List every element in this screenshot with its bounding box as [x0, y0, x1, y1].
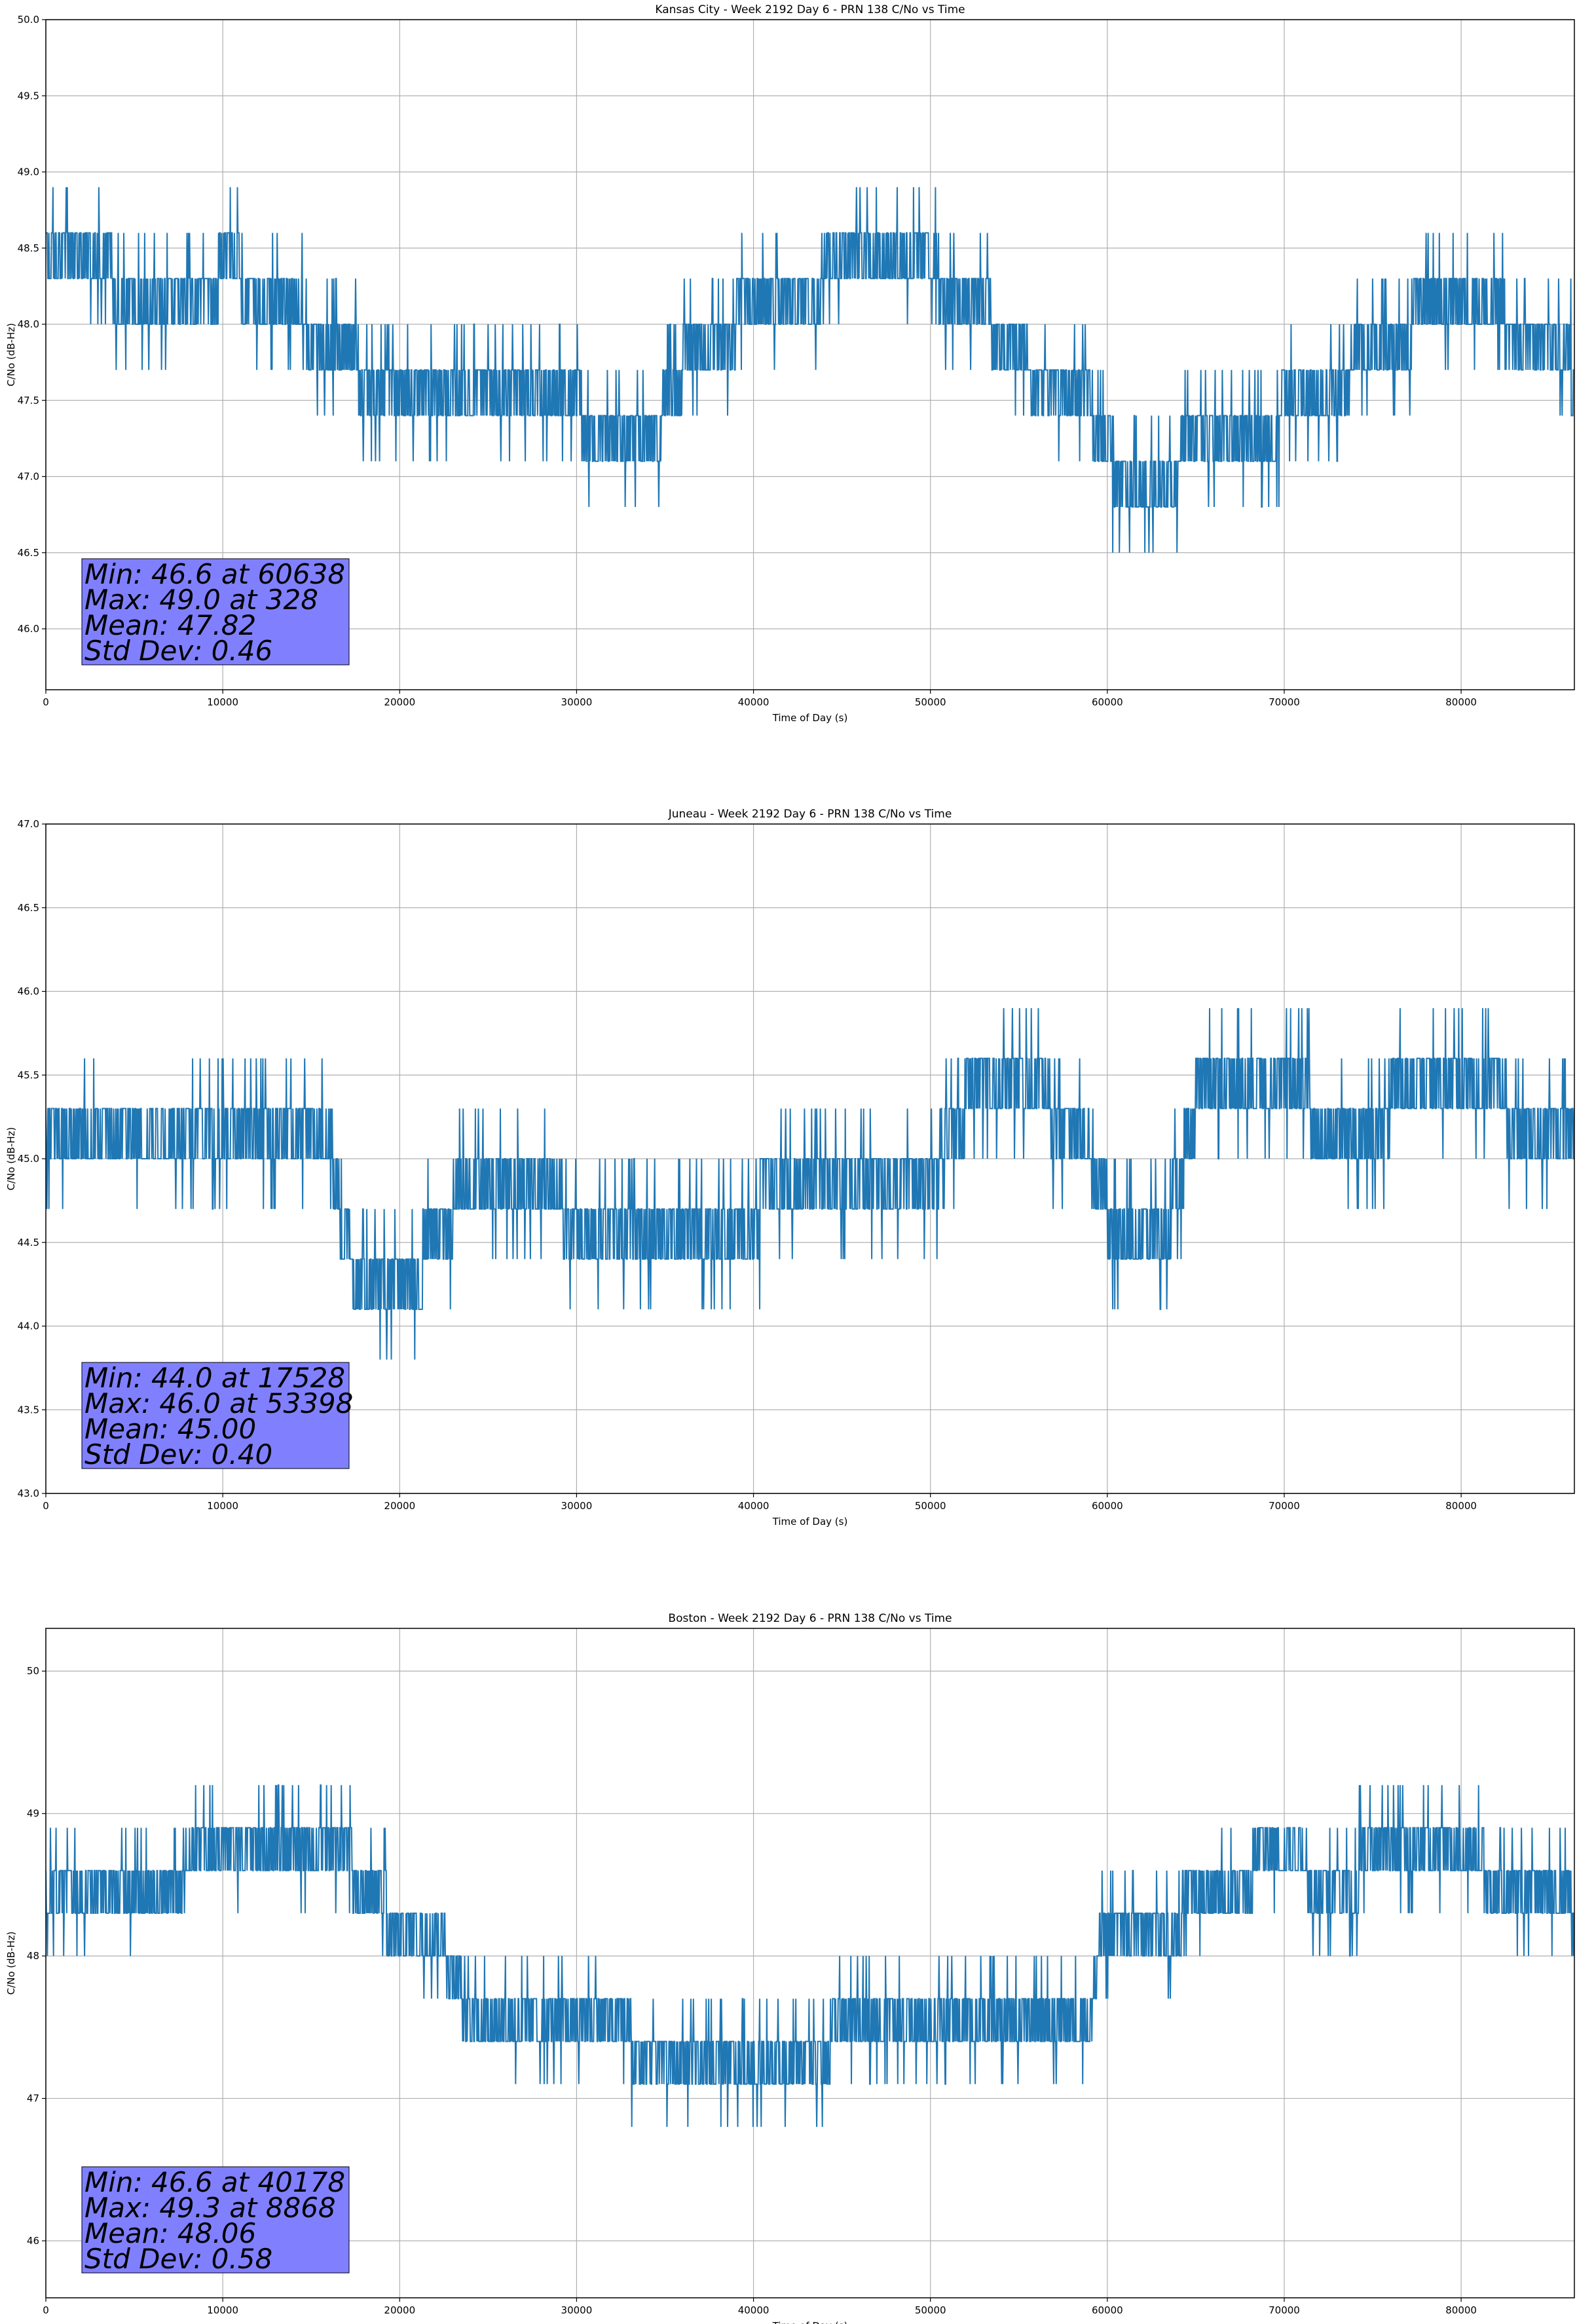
x-tick-label: 80000 [1445, 1500, 1477, 1512]
series-cno [46, 1008, 1574, 1360]
x-tick-label: 60000 [1092, 2304, 1123, 2316]
stats-std-text: Std Dev: 0.46 [84, 635, 272, 667]
y-tick-label: 46 [27, 2235, 39, 2247]
stats-max-text: Max: 49.0 at 328 [84, 584, 318, 616]
x-tick-label: 30000 [561, 696, 593, 708]
stats-mean-text: Mean: 45.00 [84, 1413, 256, 1445]
y-tick-label: 48.5 [18, 242, 39, 254]
y-axis-label: C/No (dB-Hz) [5, 323, 17, 386]
x-tick-label: 70000 [1269, 2304, 1300, 2316]
y-tick-label: 50.0 [18, 14, 39, 26]
y-tick-label: 49.0 [18, 166, 39, 178]
chart-panel-2: 0 10000 20000 30000 40000 50000 60000 70000 8000… [5, 1612, 1575, 2324]
series-line [46, 187, 1574, 553]
y-tick-label: 45.5 [18, 1069, 39, 1081]
plot-frame [45, 1628, 1575, 2298]
chart-title: Boston - Week 2192 Day 6 - PRN 138 C/No … [668, 1612, 952, 1625]
x-tick-label: 60000 [1092, 696, 1123, 708]
stats-min-text: Min: 46.6 at 40178 [84, 2166, 345, 2198]
stats-mean-text: Mean: 48.06 [84, 2217, 256, 2249]
y-tick-label: 46.5 [18, 902, 39, 914]
stats-std-text: Std Dev: 0.40 [84, 1438, 272, 1471]
x-tick-label: 70000 [1269, 1500, 1300, 1512]
x-tick-label: 0 [43, 2304, 49, 2316]
x-tick-label: 10000 [207, 2304, 238, 2316]
x-tick-label: 50000 [915, 696, 946, 708]
y-tick-label: 49 [27, 1808, 39, 1820]
y-axis-label: C/No (dB-Hz) [5, 1932, 17, 1995]
x-tick-label: 0 [43, 696, 49, 708]
x-tick-label: 0 [43, 1500, 49, 1512]
chart-title: Juneau - Week 2192 Day 6 - PRN 138 C/No … [668, 808, 952, 821]
x-tick-label: 60000 [1092, 1500, 1123, 1512]
plot-frame [45, 19, 1575, 690]
x-axis-label: Time of Day (s) [772, 712, 848, 724]
y-tick-label: 46.0 [18, 623, 39, 635]
series-line [46, 1784, 1574, 2127]
series-cno [46, 1784, 1574, 2127]
stats-std-text: Std Dev: 0.58 [84, 2243, 272, 2275]
x-tick-label: 10000 [207, 1500, 238, 1512]
stats-mean-text: Mean: 47.82 [84, 609, 256, 641]
x-tick-label: 40000 [738, 696, 770, 708]
y-tick-label: 47.0 [18, 818, 39, 830]
stats-max-text: Max: 49.3 at 8868 [84, 2192, 336, 2224]
y-tick-label: 44.5 [18, 1237, 39, 1248]
x-tick-label: 10000 [207, 696, 238, 708]
stats-min-text: Min: 46.6 at 60638 [84, 558, 345, 590]
x-tick-label: 30000 [561, 1500, 593, 1512]
x-tick-label: 50000 [915, 2304, 946, 2316]
x-tick-label: 80000 [1445, 696, 1477, 708]
y-tick-label: 49.5 [18, 90, 39, 102]
y-tick-label: 50 [27, 1665, 39, 1677]
stats-box [81, 1362, 350, 1469]
stats-box [81, 558, 350, 665]
x-tick-label: 20000 [384, 1500, 415, 1512]
x-tick-label: 80000 [1445, 2304, 1477, 2316]
y-tick-label: 46.5 [18, 547, 39, 559]
y-tick-label: 44.0 [18, 1321, 39, 1332]
y-tick-label: 47.5 [18, 394, 39, 406]
stats-box [81, 2166, 350, 2274]
x-tick-label: 20000 [384, 2304, 415, 2316]
x-axis-label: Time of Day (s) [772, 1516, 848, 1527]
stats-min-text: Min: 44.0 at 17528 [84, 1362, 345, 1394]
chart-panel-0: 0 10000 20000 30000 40000 50000 60000 70000 8000… [5, 3, 1575, 724]
y-tick-label: 48 [27, 1950, 39, 1962]
chart-panel-1: 0 10000 20000 30000 40000 50000 60000 70000 8000… [5, 808, 1575, 1527]
x-tick-label: 50000 [915, 1500, 946, 1512]
y-tick-label: 45.0 [18, 1153, 39, 1165]
y-tick-label: 47 [27, 2093, 39, 2105]
series-line [46, 1008, 1574, 1360]
y-tick-label: 46.0 [18, 986, 39, 998]
x-tick-label: 30000 [561, 2304, 593, 2316]
y-axis-label: C/No (dB-Hz) [5, 1127, 17, 1191]
y-tick-label: 43.5 [18, 1404, 39, 1415]
x-tick-label: 20000 [384, 696, 415, 708]
x-axis-label: Time of Day (s) [772, 2320, 848, 2324]
x-tick-label: 40000 [738, 2304, 770, 2316]
stats-max-text: Max: 46.0 at 53398 [84, 1387, 353, 1419]
y-tick-label: 48.0 [18, 318, 39, 330]
series-cno [46, 187, 1574, 553]
y-tick-label: 43.0 [18, 1488, 39, 1499]
x-tick-label: 70000 [1269, 696, 1300, 708]
x-tick-label: 40000 [738, 1500, 770, 1512]
chart-title: Kansas City - Week 2192 Day 6 - PRN 138 … [655, 3, 965, 16]
y-tick-label: 47.0 [18, 471, 39, 483]
